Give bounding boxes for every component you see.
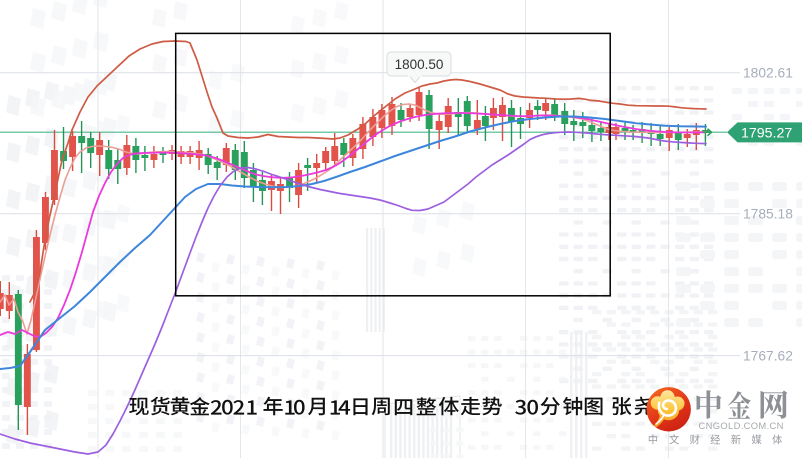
svg-text:1767.62: 1767.62 — [743, 348, 793, 363]
svg-text:1785.18: 1785.18 — [743, 207, 793, 222]
svg-text:CNGOLD.COM.CN: CNGOLD.COM.CN — [699, 420, 784, 431]
svg-text:1800.50: 1800.50 — [395, 57, 444, 72]
svg-text:1795.27: 1795.27 — [741, 125, 792, 141]
svg-text:1802.61: 1802.61 — [743, 66, 793, 81]
